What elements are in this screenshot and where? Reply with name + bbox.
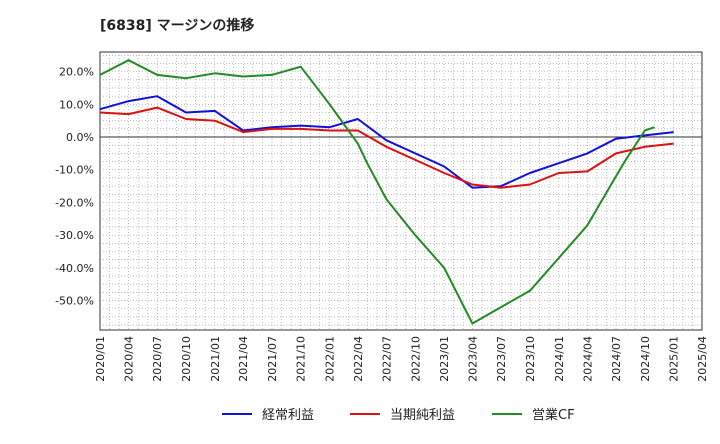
y-tick-label: 0.0% (66, 131, 94, 144)
x-tick-label: 2025/01 (668, 336, 681, 382)
series-line-1 (99, 106, 674, 189)
x-tick-label: 2024/04 (581, 336, 594, 382)
y-tick-label: 10.0% (59, 98, 94, 111)
legend-label: 当期純利益 (390, 408, 455, 423)
x-tick-label: 2020/04 (123, 336, 136, 382)
x-tick-label: 2022/01 (324, 336, 337, 382)
y-tick-label: -20.0% (55, 196, 94, 209)
y-tick-label: -40.0% (55, 262, 94, 275)
x-tick-label: 2021/10 (295, 336, 308, 382)
x-tick-label: 2023/04 (466, 336, 479, 382)
x-tick-label: 2021/04 (237, 336, 250, 382)
y-tick-label: -30.0% (55, 229, 94, 242)
x-tick-label: 2022/10 (409, 336, 422, 382)
grid-lines (100, 52, 702, 330)
series-line-0 (99, 95, 674, 189)
legend-label: 営業CF (532, 407, 575, 423)
x-tick-label: 2021/07 (266, 336, 279, 382)
x-tick-label: 2024/01 (553, 336, 566, 382)
series-line-2 (99, 59, 655, 325)
y-tick-label: -50.0% (55, 295, 94, 308)
x-tick-label: 2024/07 (610, 336, 623, 382)
x-tick-label: 2020/01 (94, 336, 107, 382)
series-lines (99, 59, 674, 325)
x-tick-label: 2021/01 (209, 336, 222, 382)
x-tick-label: 2020/10 (180, 336, 193, 382)
legend: 経常利益 当期純利益 営業CF (222, 407, 575, 423)
x-tick-label: 2022/04 (352, 336, 365, 382)
x-tick-label: 2025/04 (696, 336, 709, 382)
x-tick-label: 2024/10 (639, 336, 652, 382)
x-tick-label: 2020/07 (151, 336, 164, 382)
x-tick-label: 2022/07 (380, 336, 393, 382)
x-tick-label: 2023/01 (438, 336, 451, 382)
x-tick-label: 2023/10 (524, 336, 537, 382)
x-tick-label: 2023/07 (495, 336, 508, 382)
y-tick-label: -10.0% (55, 164, 94, 177)
legend-label: 経常利益 (262, 408, 314, 423)
chart-title: [6838] マージンの推移 (100, 17, 254, 34)
y-axis-tick-labels: 20.0% 10.0% 0.0% -10.0% -20.0% -30.0% -40.0% -5… (55, 66, 94, 308)
plot-area (99, 51, 703, 331)
y-tick-label: 20.0% (59, 66, 94, 79)
x-axis-tick-labels: 2020/01 2020/04 2020/07 2020/10 2021/01 2021/… (94, 336, 709, 382)
